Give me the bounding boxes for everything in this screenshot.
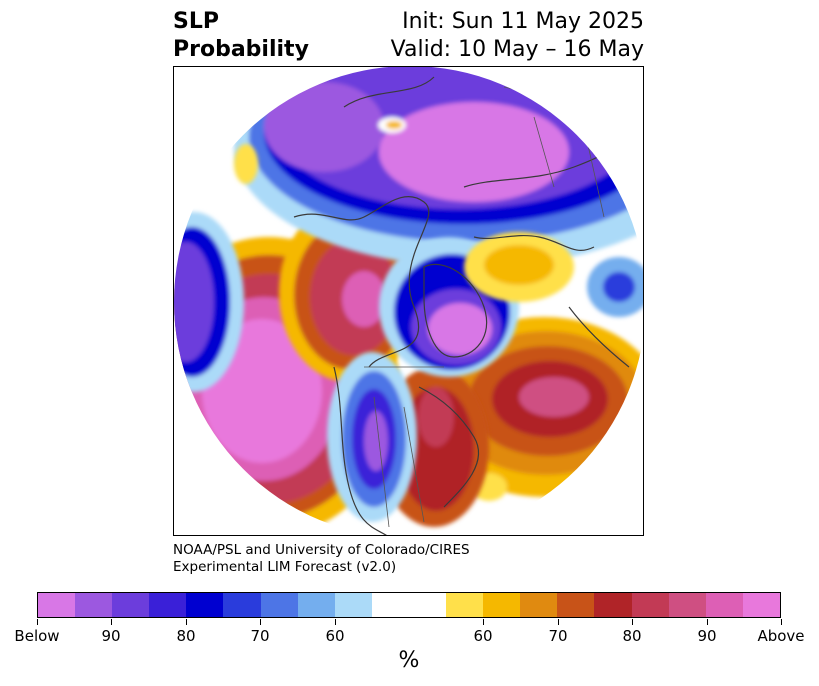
colorbar-tick-label: 70	[548, 627, 568, 645]
colorbar-swatch	[223, 593, 261, 617]
colorbar-tick-label: 90	[101, 627, 121, 645]
title-line-1: SLP	[173, 9, 219, 34]
colorbar-swatch	[112, 593, 150, 617]
colorbar-swatch	[668, 593, 706, 617]
colorbar-swatch	[149, 593, 187, 617]
central-asia-below-region	[587, 257, 643, 317]
colorbar-swatch	[520, 593, 558, 617]
colorbar-swatch	[75, 593, 113, 617]
forecast-disc	[174, 67, 643, 535]
map-panel	[173, 66, 644, 536]
colorbar-swatch	[483, 593, 521, 617]
credit-line-2: Experimental LIM Forecast (v2.0)	[173, 559, 397, 575]
colorbar-tick-label: 80	[176, 627, 196, 645]
colorbar-swatch	[186, 593, 224, 617]
credit-line-1: NOAA/PSL and University of Colorado/CIRE…	[173, 542, 470, 558]
colorbar-tick	[632, 619, 633, 625]
colorbar-swatch	[334, 593, 372, 617]
colorbar-tick-label: 60	[473, 627, 493, 645]
title-line-2: Probability	[173, 37, 309, 62]
colorbar-tick-label: Below	[14, 627, 60, 645]
colorbar-swatch	[557, 593, 595, 617]
colorbar-tick	[335, 619, 336, 625]
probability-map	[174, 67, 643, 535]
credit-text: NOAA/PSL and University of Colorado/CIRE…	[173, 542, 470, 576]
colorbar-tick-label: 60	[325, 627, 345, 645]
colorbar-tick	[781, 619, 782, 625]
central-us-below-region	[327, 352, 417, 522]
colorbar-swatch	[594, 593, 632, 617]
colorbar-tick	[186, 619, 187, 625]
colorbar-swatch	[297, 593, 335, 617]
colorbar-swatch	[260, 593, 298, 617]
europe-above-region	[464, 232, 574, 302]
colorbar-tick	[558, 619, 559, 625]
colorbar-swatch	[446, 593, 484, 617]
colorbar-tick-label: 90	[697, 627, 717, 645]
colorbar-tick-label: 70	[250, 627, 270, 645]
colorbar-swatch	[408, 593, 447, 617]
colorbar-swatch	[631, 593, 669, 617]
valid-range: Valid: 10 May – 16 May	[390, 37, 644, 62]
colorbar-tick-label: Above	[757, 627, 805, 645]
colorbar-tick	[37, 619, 38, 625]
colorbar-tick	[707, 619, 708, 625]
colorbar	[37, 592, 781, 618]
chart-title: SLP Probability	[173, 8, 309, 64]
colorbar-unit: %	[398, 648, 420, 673]
colorbar-swatch	[38, 593, 76, 617]
colorbar-tick	[483, 619, 484, 625]
colorbar-tick	[111, 619, 112, 625]
colorbar-tick	[260, 619, 261, 625]
colorbar-tick-label: 80	[622, 627, 642, 645]
forecast-dates: Init: Sun 11 May 2025 Valid: 10 May – 16…	[391, 8, 644, 64]
colorbar-swatch	[705, 593, 743, 617]
colorbar-swatch	[742, 593, 780, 617]
coastlines	[293, 76, 635, 535]
init-date: Init: Sun 11 May 2025	[402, 9, 644, 34]
colorbar-swatch	[371, 593, 409, 617]
pacific-west-below-region	[174, 144, 258, 392]
